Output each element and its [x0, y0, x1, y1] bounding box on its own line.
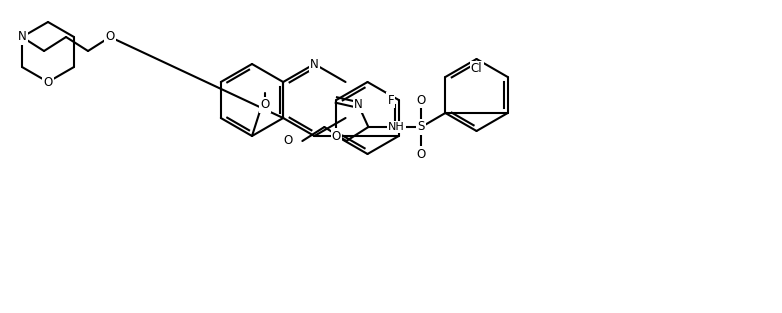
Text: O: O [417, 147, 426, 161]
Text: O: O [417, 94, 426, 106]
Text: O: O [106, 30, 115, 44]
Text: N: N [354, 99, 363, 111]
Text: N: N [18, 30, 27, 44]
Text: O: O [260, 99, 270, 111]
Text: Cl: Cl [471, 63, 482, 75]
Text: S: S [418, 121, 425, 134]
Text: NH: NH [388, 122, 405, 132]
Text: F: F [387, 94, 394, 106]
Text: N: N [310, 58, 319, 70]
Text: O: O [283, 135, 292, 147]
Text: O: O [332, 130, 341, 142]
Text: O: O [43, 75, 52, 89]
